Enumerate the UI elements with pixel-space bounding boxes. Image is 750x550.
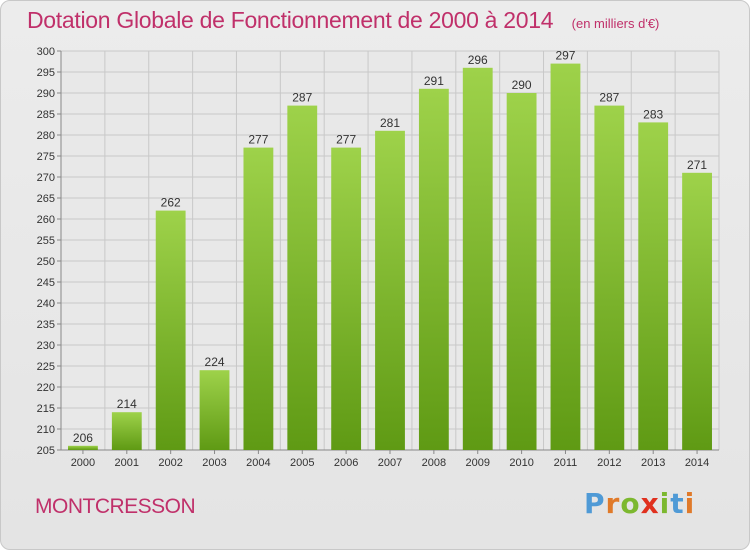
data-label-2011: 297: [555, 49, 575, 63]
data-label-2005: 287: [292, 91, 312, 105]
logo-letter: r: [605, 487, 621, 520]
y-tick-label: 275: [37, 151, 55, 163]
title-main: Dotation Globale de Fonctionnement de 20…: [27, 7, 554, 33]
y-tick-label: 295: [37, 67, 55, 79]
y-tick-label: 270: [37, 172, 55, 184]
data-label-2003: 224: [205, 355, 225, 369]
bar-2001: [111, 412, 142, 450]
bar-2006: [331, 147, 362, 450]
bar-2007: [375, 130, 405, 451]
logo-letter: t: [670, 487, 685, 520]
bar-2009: [462, 67, 493, 451]
y-tick-label: 235: [37, 319, 55, 331]
y-tick-label: 285: [37, 109, 55, 121]
y-tick-label: 290: [37, 88, 55, 100]
x-tick-label-2006: 2006: [334, 457, 358, 469]
x-tick-label-2001: 2001: [115, 457, 139, 469]
x-tick-label-2003: 2003: [202, 457, 226, 469]
y-tick-label: 215: [37, 403, 55, 415]
y-tick-label: 230: [37, 340, 55, 352]
x-tick-label-2010: 2010: [509, 457, 533, 469]
bar-2003: [199, 370, 230, 450]
x-tick-label-2012: 2012: [597, 457, 621, 469]
data-label-2000: 206: [73, 431, 93, 445]
y-tick-label: 220: [37, 382, 55, 394]
y-tick-label: 255: [37, 235, 55, 247]
data-label-2006: 277: [336, 133, 356, 147]
x-tick-label-2000: 2000: [71, 457, 95, 469]
y-tick-label: 265: [37, 193, 55, 205]
logo-letter: P: [584, 487, 606, 520]
bar-2010: [506, 93, 537, 450]
title-unit: (en milliers d'€): [571, 16, 660, 31]
data-label-2013: 283: [643, 107, 663, 121]
bar-2004: [243, 147, 274, 450]
data-label-2010: 290: [512, 78, 532, 92]
logo-letter: i: [684, 487, 696, 520]
data-label-2009: 296: [468, 53, 488, 67]
bars: [68, 63, 712, 451]
x-tick-label-2002: 2002: [158, 457, 182, 469]
logo-letter: o: [620, 487, 641, 520]
logo-letter: i: [659, 487, 671, 520]
data-label-2008: 291: [424, 74, 444, 88]
x-tick-label-2009: 2009: [465, 457, 489, 469]
y-tick-label: 205: [37, 445, 55, 457]
y-tick-label: 240: [37, 298, 55, 310]
bar-2014: [682, 172, 712, 451]
bar-2011: [550, 63, 581, 450]
x-tick-label-2011: 2011: [554, 457, 578, 469]
x-tick-label-2004: 2004: [246, 457, 270, 469]
x-tick-label-2005: 2005: [290, 457, 314, 469]
y-tick-label: 280: [37, 130, 55, 142]
x-tick-label-2007: 2007: [378, 457, 402, 469]
y-tick-label: 225: [37, 361, 55, 373]
proxiti-logo: Proxiti: [584, 487, 695, 520]
data-label-2001: 214: [117, 397, 137, 411]
y-tick-label: 250: [37, 256, 55, 268]
x-tick-label-2013: 2013: [641, 457, 665, 469]
y-tick-label: 245: [37, 277, 55, 289]
y-tick-label: 300: [37, 46, 55, 58]
data-label-2007: 281: [380, 116, 400, 130]
commune-name: MONTCRESSON: [35, 495, 196, 518]
bar-2008: [418, 88, 449, 451]
y-tick-label: 210: [37, 424, 55, 436]
bar-2002: [155, 210, 186, 450]
labels: 206 214 262 224 277 287 277 281 291 296 290 297 287 2…: [73, 49, 707, 445]
data-label-2004: 277: [248, 133, 268, 147]
x-tick-label-2014: 2014: [685, 457, 709, 469]
bar-2005: [287, 105, 318, 450]
bar-2000: [68, 445, 98, 450]
chart-title: Dotation Globale de Fonctionnement de 20…: [27, 7, 659, 34]
data-label-2002: 262: [161, 196, 181, 210]
data-label-2014: 271: [687, 158, 707, 172]
bar-2012: [594, 105, 625, 450]
logo-letter: x: [640, 487, 660, 520]
bar-2013: [638, 122, 669, 451]
x-tick-label-2008: 2008: [422, 457, 446, 469]
data-label-2012: 287: [599, 91, 619, 105]
y-tick-label: 260: [37, 214, 55, 226]
